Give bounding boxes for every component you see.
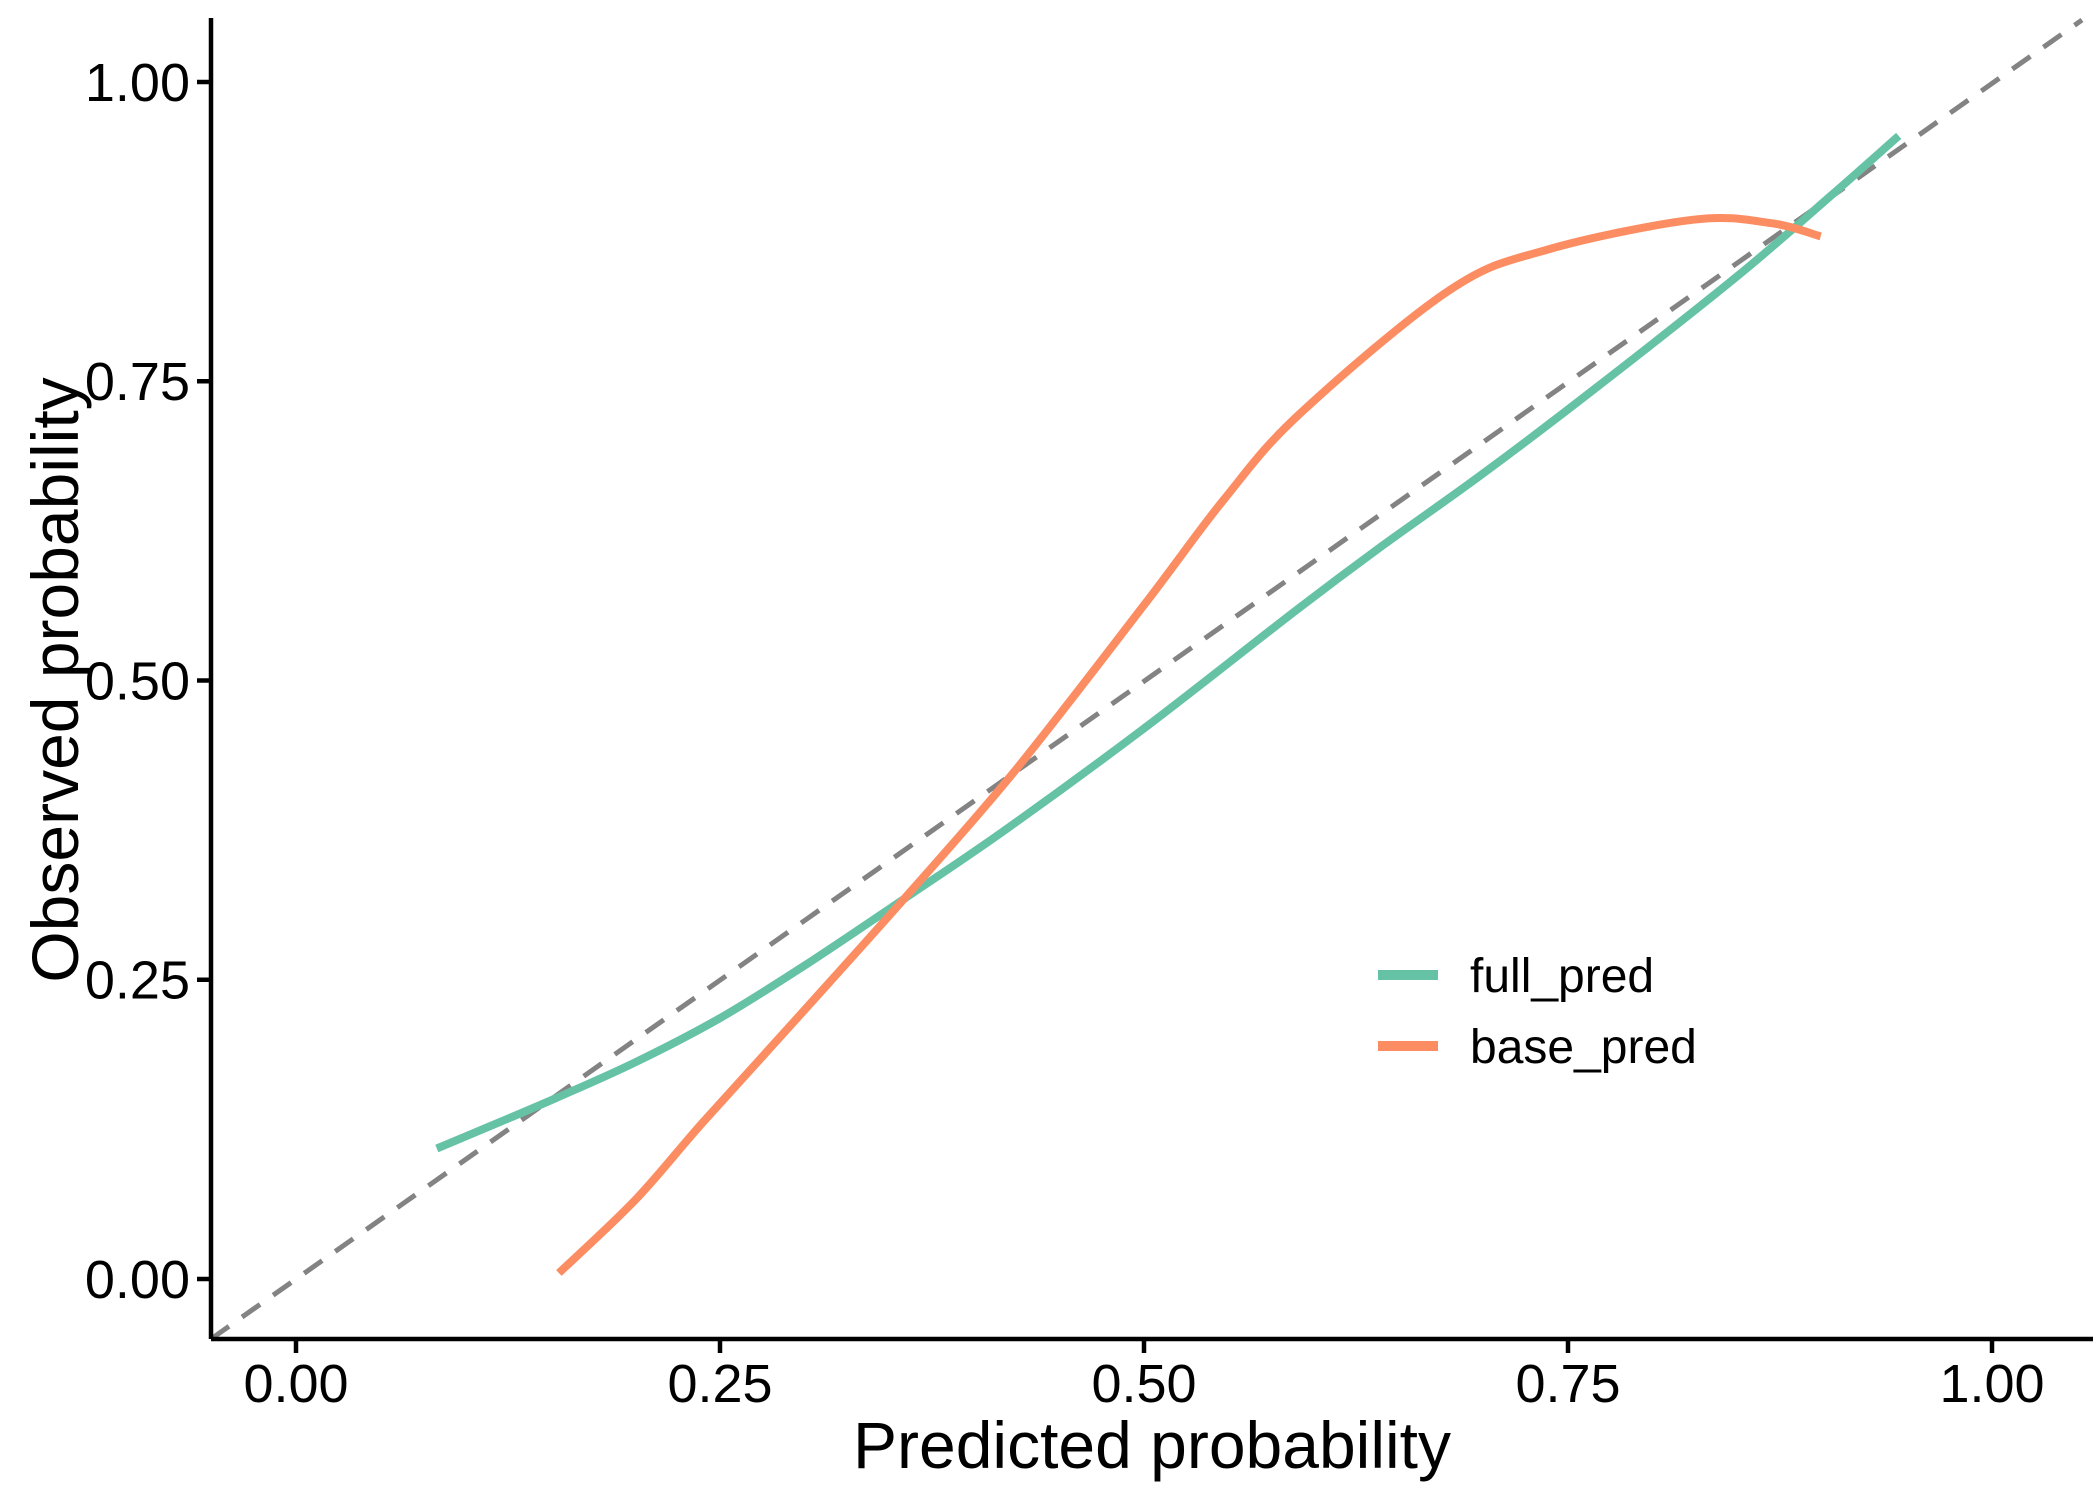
series-line-full_pred <box>435 132 1902 1153</box>
axis-ticks-group <box>197 79 1995 1353</box>
x-tick-label-0.50: 0.50 <box>1091 1354 1196 1414</box>
identity-dashed-line <box>209 17 2084 1342</box>
y-tick-label-0.25: 0.25 <box>85 951 190 1011</box>
y-tick-label-0.00: 0.00 <box>85 1250 190 1310</box>
legend: full_pred base_pred <box>1378 950 1697 1074</box>
x-axis-title: Predicted probability <box>853 1408 1451 1482</box>
series-line-base_pred <box>556 214 1822 1276</box>
x-tick-label-0.75: 0.75 <box>1515 1354 1620 1414</box>
axis-tick-labels-group: 0.00 0.25 0.50 0.75 1.00 0.00 0.25 0.50 0.75 1.00 <box>85 53 2045 1414</box>
x-tick-label-0.00: 0.00 <box>243 1354 348 1414</box>
legend-label-full_pred: full_pred <box>1470 950 1654 1003</box>
legend-label-base_pred: base_pred <box>1470 1021 1697 1074</box>
y-tick-label-1.00: 1.00 <box>85 53 190 113</box>
identity-reference-line-group <box>209 17 2084 1342</box>
y-tick-label-0.50: 0.50 <box>85 651 190 711</box>
y-axis-title: Observed probability <box>18 377 92 982</box>
y-tick-label-0.75: 0.75 <box>85 352 190 412</box>
x-tick-label-1.00: 1.00 <box>1939 1354 2044 1414</box>
x-tick-label-0.25: 0.25 <box>667 1354 772 1414</box>
series-curves-group <box>435 132 1902 1276</box>
